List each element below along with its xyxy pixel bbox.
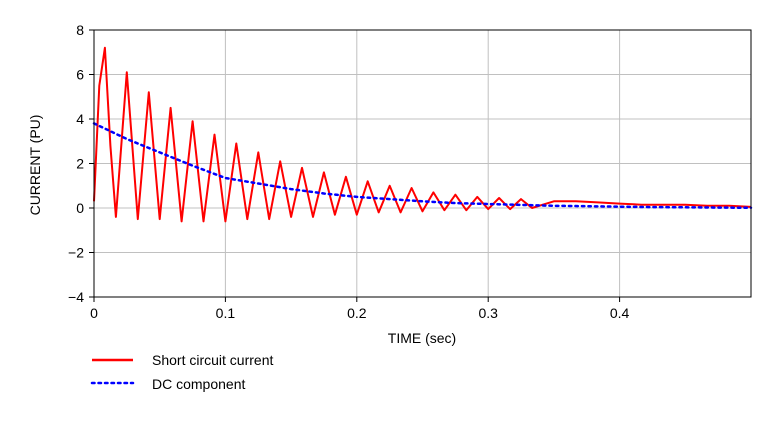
legend-item-dc-component: DC component xyxy=(90,376,245,392)
y-tick-label: 8 xyxy=(76,22,84,38)
y-tick-label: −2 xyxy=(68,245,84,261)
y-ticks: −4 −2 0 2 4 6 8 xyxy=(68,22,94,305)
series-line-short-circuit xyxy=(93,46,752,223)
legend-label-dc-component: DC component xyxy=(152,376,245,392)
x-axis-label: TIME (sec) xyxy=(388,330,456,346)
y-axis-label-group: CURRENT (PU) xyxy=(27,115,43,216)
x-tick-label: 0 xyxy=(90,305,98,321)
x-tick-label: 0.3 xyxy=(478,305,498,321)
legend-item-short-circuit: Short circuit current xyxy=(92,352,273,368)
y-tick-label: 4 xyxy=(76,111,84,127)
legend: Short circuit current DC component xyxy=(90,352,273,392)
x-tick-label: 0.2 xyxy=(347,305,367,321)
y-tick-label: 6 xyxy=(76,67,84,83)
y-tick-label: 0 xyxy=(76,200,84,216)
x-tick-label: 0.4 xyxy=(610,305,630,321)
y-tick-label: 2 xyxy=(76,156,84,172)
grid xyxy=(94,30,751,297)
x-ticks: 0 0.1 0.2 0.3 0.4 xyxy=(90,297,630,321)
series-group xyxy=(92,46,753,223)
y-tick-label: −4 xyxy=(68,289,84,305)
series-line-dc-component xyxy=(92,122,753,210)
y-axis-label: CURRENT (PU) xyxy=(27,115,43,216)
legend-label-short-circuit: Short circuit current xyxy=(152,352,273,368)
x-tick-label: 0.1 xyxy=(216,305,236,321)
